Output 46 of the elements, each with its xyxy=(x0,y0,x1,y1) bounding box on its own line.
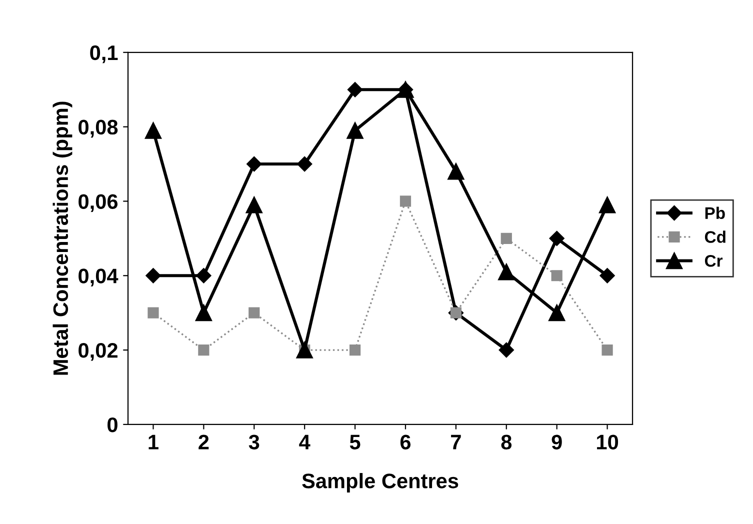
point xyxy=(349,344,361,356)
point xyxy=(198,344,210,356)
x-tick-label: 7 xyxy=(451,434,461,450)
point xyxy=(248,307,260,318)
y-tick-label: 0,1 xyxy=(90,45,118,64)
legend-label: Cd xyxy=(704,230,726,243)
point xyxy=(500,232,512,244)
point xyxy=(598,196,616,214)
point xyxy=(297,156,312,172)
point xyxy=(549,230,564,246)
x-tick-label: 10 xyxy=(597,434,618,450)
legend-label: Pb xyxy=(705,206,725,220)
legend-label: Cr xyxy=(704,254,723,267)
point xyxy=(602,344,613,356)
point xyxy=(548,304,566,322)
y-tick-label: 0 xyxy=(108,417,118,432)
point xyxy=(195,304,212,322)
point xyxy=(148,307,159,318)
point xyxy=(196,268,212,284)
x-tick-label: 6 xyxy=(400,434,411,450)
x-tick-label: 2 xyxy=(198,434,209,450)
y-tick-label: 0,08 xyxy=(78,120,118,138)
point xyxy=(400,196,412,207)
x-tick-label: 5 xyxy=(350,434,360,450)
x-tick-label: 3 xyxy=(248,434,260,450)
point xyxy=(498,264,515,280)
point xyxy=(347,82,363,98)
point xyxy=(346,122,364,139)
point xyxy=(146,268,161,284)
y-tick-label: 0,04 xyxy=(78,268,118,286)
point xyxy=(246,196,262,214)
x-tick-label: 9 xyxy=(552,434,562,450)
point xyxy=(246,156,262,172)
x-tick-label: 8 xyxy=(501,434,512,450)
y-tick-label: 0,06 xyxy=(78,194,118,212)
y-tick-label: 0,02 xyxy=(78,343,118,361)
point xyxy=(498,342,514,358)
x-tick-label: 1 xyxy=(148,434,158,450)
y-axis-title: Metal Concentrations (ppm) xyxy=(52,102,72,375)
point xyxy=(448,163,464,180)
point xyxy=(600,268,615,284)
x-axis-title: Sample Centres xyxy=(302,473,458,492)
x-tick-label: 4 xyxy=(299,434,310,450)
point xyxy=(296,342,313,358)
point xyxy=(144,122,162,139)
point xyxy=(551,270,562,282)
